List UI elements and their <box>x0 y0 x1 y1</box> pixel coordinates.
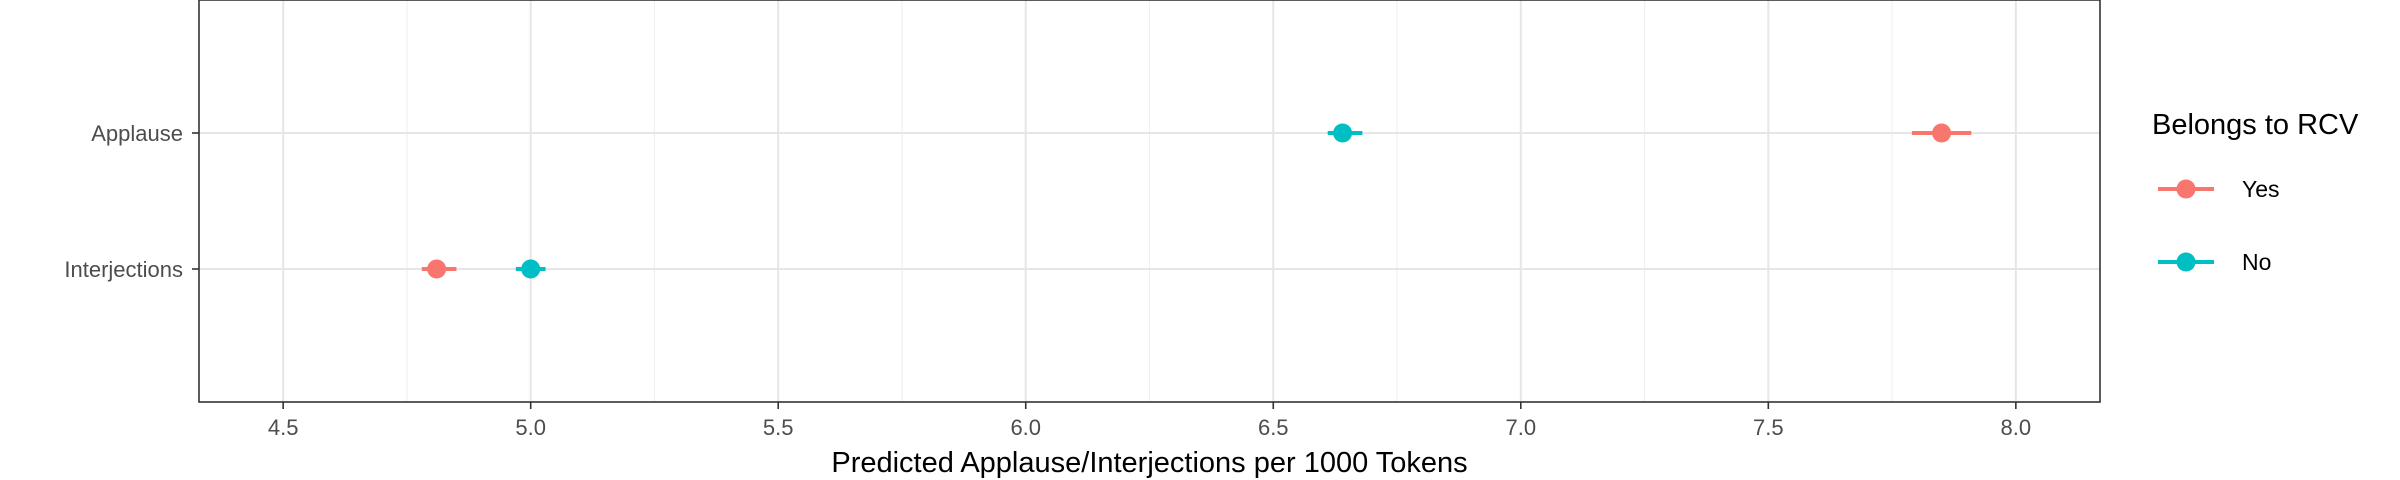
legend-key-point-no <box>2176 252 2196 272</box>
y-axis: Applause Interjections <box>64 121 199 282</box>
point-no-interjections <box>521 259 541 279</box>
point-yes-applause <box>1932 123 1952 143</box>
grid-minor <box>406 0 1893 402</box>
point-no-applause <box>1333 123 1353 143</box>
x-tick-label: 6.0 <box>1010 415 1041 440</box>
x-tick-label: 5.5 <box>763 415 794 440</box>
x-tick-label: 6.5 <box>1258 415 1289 440</box>
legend-key-point-yes <box>2176 179 2196 199</box>
x-tick-label: 7.5 <box>1753 415 1784 440</box>
x-axis: 4.5 5.0 5.5 6.0 6.5 7.0 7.5 8.0 <box>268 402 2031 440</box>
x-tick-label: 4.5 <box>268 415 299 440</box>
y-tick-label-interjections: Interjections <box>64 257 183 282</box>
x-axis-title: Predicted Applause/Interjections per 100… <box>831 447 1467 479</box>
legend: Belongs to RCV Yes No <box>2152 109 2359 275</box>
y-tick-label-applause: Applause <box>91 121 183 146</box>
data-points <box>427 123 1952 279</box>
legend-label-yes: Yes <box>2242 176 2280 202</box>
x-tick-label: 5.0 <box>515 415 546 440</box>
panel-border <box>198 0 2101 403</box>
point-yes-interjections <box>427 259 447 279</box>
legend-label-no: No <box>2242 249 2271 275</box>
legend-title: Belongs to RCV <box>2152 109 2359 141</box>
grid-major <box>199 0 2100 402</box>
x-tick-label: 7.0 <box>1505 415 1536 440</box>
x-tick-label: 8.0 <box>2001 415 2032 440</box>
